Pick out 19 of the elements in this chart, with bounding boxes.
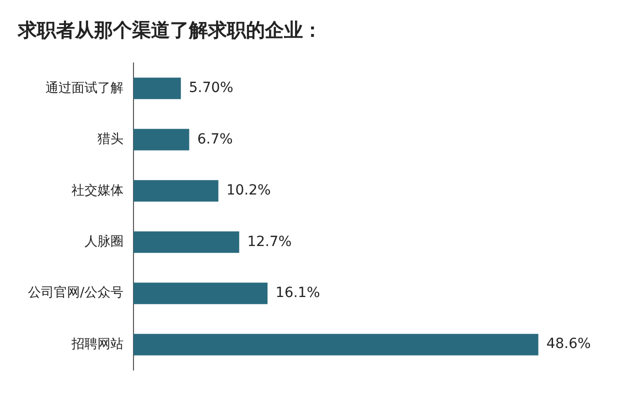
data-label: 48.6% <box>546 336 591 352</box>
bar <box>133 282 268 304</box>
y-tick-label: 社交媒体 <box>71 182 124 198</box>
bar <box>133 180 218 202</box>
y-tick-label: 通过面试了解 <box>45 80 124 96</box>
data-label: 16.1% <box>276 284 320 301</box>
y-tick-label: 公司官网/公众号 <box>28 284 124 301</box>
data-label: 10.2% <box>226 182 271 199</box>
y-tick-label: 人脉圈 <box>84 234 124 250</box>
data-label: 12.7% <box>247 234 292 250</box>
bar <box>133 78 181 100</box>
bar <box>133 334 538 356</box>
bar <box>133 128 190 150</box>
data-label: 6.7% <box>197 131 233 148</box>
y-tick-label: 猎头 <box>97 132 124 148</box>
data-label: 5.70% <box>188 80 234 96</box>
bar <box>133 231 240 253</box>
chart-title: 求职者从那个渠道了解求职的企业： <box>17 19 322 42</box>
y-tick-label: 招聘网站 <box>70 336 124 352</box>
